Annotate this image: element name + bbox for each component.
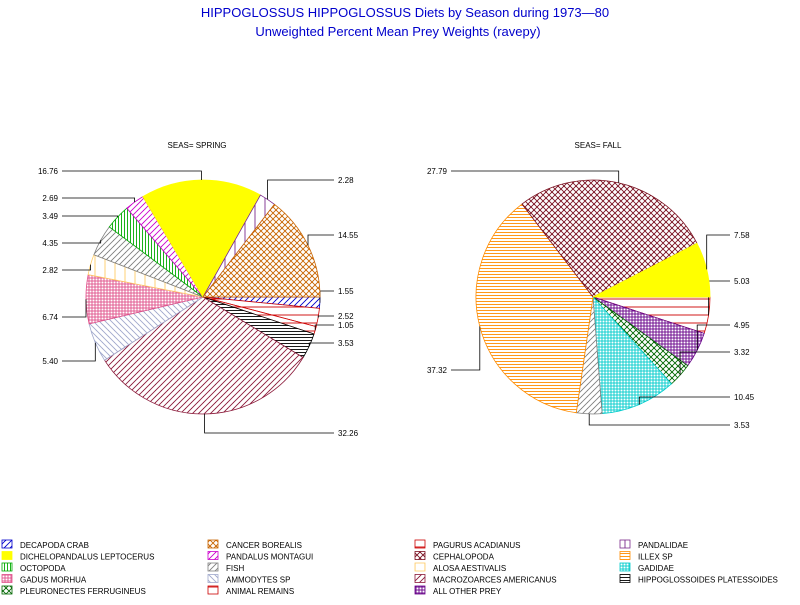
slice-leader-line xyxy=(62,264,91,271)
slice-leader-line xyxy=(696,324,730,351)
slice-leader-line xyxy=(267,179,334,200)
slice-leader-line xyxy=(706,234,730,270)
slice-leader-line xyxy=(588,413,730,426)
legend-swatch-pandalidae xyxy=(619,539,631,549)
legend-swatch-fish xyxy=(207,562,219,572)
slice-leader-line xyxy=(451,326,481,371)
slice-value-label: 3.32 xyxy=(734,348,750,357)
pie-slice-dichelopandalus xyxy=(592,242,711,298)
slice-leader-line xyxy=(319,290,334,303)
pie-title-spring: SEAS= SPRING xyxy=(168,141,227,150)
legend-swatch-illex_sp xyxy=(619,551,631,560)
slice-leader-line xyxy=(307,234,334,246)
slice-leader-line xyxy=(204,414,334,434)
legend-label-pleuronectes: PLEURONECTES FERRUGINEUS xyxy=(20,587,146,596)
slice-value-label: 37.32 xyxy=(427,366,448,375)
chart-subtitle: Unweighted Percent Mean Prey Weights (ra… xyxy=(255,24,540,39)
slice-value-label: 5.03 xyxy=(734,277,750,286)
slice-value-label: 32.26 xyxy=(338,429,359,438)
slice-value-label: 2.52 xyxy=(338,312,354,321)
slice-value-label: 4.35 xyxy=(42,239,58,248)
legend-label-alosa_aestivalis: ALOSA AESTIVALIS xyxy=(433,564,506,573)
slice-leader-line xyxy=(62,197,136,203)
slice-value-label: 4.95 xyxy=(734,321,750,330)
pie-slice-macrozoarces xyxy=(103,296,304,415)
legend-swatch-decapoda_crab xyxy=(1,539,13,549)
slice-value-label: 27.79 xyxy=(427,167,448,176)
legend-label-gadidae: GADIDAE xyxy=(638,564,674,573)
pie-title-fall: SEAS= FALL xyxy=(575,141,622,150)
legend-label-ammodytes_sp: AMMODYTES SP xyxy=(226,576,290,585)
slice-leader-line xyxy=(679,351,730,376)
legend-swatch-pagurus_acadianus xyxy=(414,539,426,549)
legend-swatch-cancer_borealis xyxy=(207,539,219,549)
legend-swatch-all_other_prey xyxy=(414,585,426,595)
legend-label-animal_remains: ANIMAL REMAINS xyxy=(226,587,294,596)
slice-value-label: 3.53 xyxy=(338,339,354,348)
legend-swatch-alosa_aestivalis xyxy=(414,562,426,572)
legend: DECAPODA CRAB CANCER BOREALIS PAGURUS ACAD… xyxy=(1,539,778,596)
legend-swatch-gadidae xyxy=(619,562,631,572)
legend-label-decapoda_crab: DECAPODA CRAB xyxy=(20,541,89,550)
slice-value-label: 3.49 xyxy=(42,212,58,221)
chart-title: HIPPOGLOSSUS HIPPOGLOSSUS Diets by Seaso… xyxy=(201,5,609,20)
slice-leader-line xyxy=(314,324,334,331)
legend-swatch-animal_remains xyxy=(207,585,219,595)
legend-label-illex_sp: ILLEX SP xyxy=(638,553,673,562)
slice-value-label: 1.05 xyxy=(338,321,354,330)
slice-value-label: 10.45 xyxy=(734,393,755,402)
legend-label-pandalidae: PANDALIDAE xyxy=(638,541,688,550)
pie-spring: 1.55 2.521.05 3.53 32.26 5.40 6.74 2.82 4.35 3.4… xyxy=(38,167,359,438)
slice-leader-line xyxy=(62,299,87,318)
legend-label-cancer_borealis: CANCER BOREALIS xyxy=(226,541,302,550)
legend-swatch-octopoda xyxy=(1,562,13,572)
legend-label-pandalus_montagui: PANDALUS MONTAGUI xyxy=(226,553,313,562)
legend-swatch-pandalus_montagui xyxy=(207,551,219,560)
legend-swatch-ammodytes_sp xyxy=(207,574,219,583)
legend-swatch-gadus_morhua xyxy=(1,574,13,583)
legend-swatch-hippoglossoides xyxy=(619,574,631,583)
legend-label-cephalopoda: CEPHALOPODA xyxy=(433,553,495,562)
pie-slice-dichelopandalus xyxy=(142,179,261,298)
slice-value-label: 2.82 xyxy=(42,266,58,275)
legend-swatch-pleuronectes xyxy=(1,585,13,595)
legend-swatch-cephalopoda xyxy=(414,551,426,560)
slice-leader-line xyxy=(62,215,118,218)
slice-leader-line xyxy=(317,315,334,318)
slice-value-label: 6.74 xyxy=(42,313,58,322)
legend-label-gadus_morhua: GADUS MORHUA xyxy=(20,576,87,585)
slice-value-label: 1.55 xyxy=(338,287,354,296)
slice-value-label: 3.53 xyxy=(734,421,750,430)
pie-fall: 5.03 4.95 3.32 10.45 3.53 37.32 27.79 7.58 xyxy=(427,167,755,430)
legend-swatch-dichelopandalus xyxy=(1,551,13,560)
legend-label-all_other_prey: ALL OTHER PREY xyxy=(433,587,502,596)
slice-leader-line xyxy=(308,342,334,347)
legend-label-hippoglossoides: HIPPOGLOSSOIDES PLATESSOIDES xyxy=(638,576,778,585)
legend-label-macrozoarces: MACROZOARCES AMERICANUS xyxy=(433,576,557,585)
legend-label-dichelopandalus: DICHELOPANDALUS LEPTOCERUS xyxy=(20,553,154,562)
slice-leader-line xyxy=(451,170,620,183)
slice-leader-line xyxy=(638,396,730,405)
slice-value-label: 16.76 xyxy=(38,167,59,176)
legend-label-pagurus_acadianus: PAGURUS ACADIANUS xyxy=(433,541,520,550)
legend-label-octopoda: OCTOPODA xyxy=(20,564,66,573)
slice-leader-line xyxy=(62,170,202,180)
slice-leader-line xyxy=(708,280,730,316)
slice-leader-line xyxy=(62,342,96,362)
slice-value-label: 14.55 xyxy=(338,231,359,240)
slice-value-label: 2.69 xyxy=(42,194,58,203)
slice-leader-line xyxy=(62,240,102,244)
slice-value-label: 5.40 xyxy=(42,357,58,366)
pie-slice-cephalopoda xyxy=(521,179,698,298)
slice-value-label: 7.58 xyxy=(734,231,750,240)
legend-swatch-macrozoarces xyxy=(414,574,426,583)
slice-value-label: 2.28 xyxy=(338,176,354,185)
legend-label-fish: FISH xyxy=(226,564,244,573)
